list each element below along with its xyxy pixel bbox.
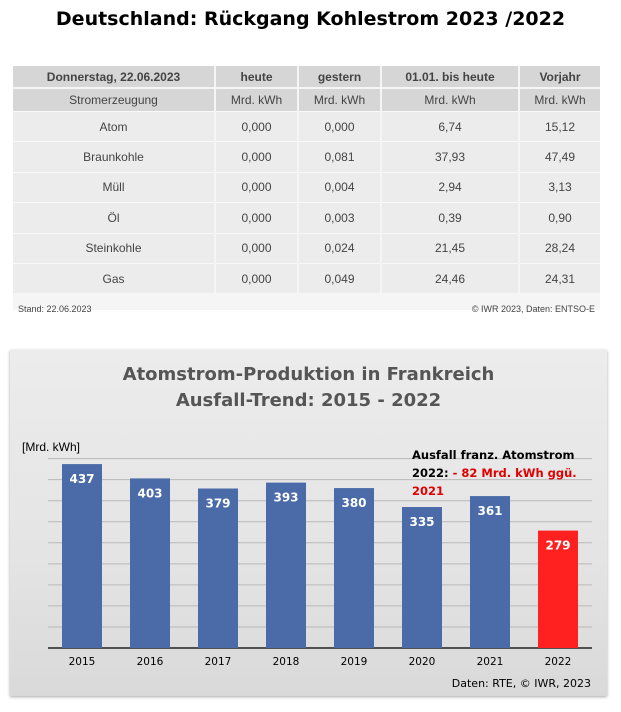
data-label: 393 [273, 491, 298, 505]
bar-2017 [198, 488, 238, 648]
table-row: Öl 0,000 0,003 0,39 0,90 [13, 202, 600, 234]
bar-2018 [266, 482, 306, 648]
x-tick-label: 2015 [69, 656, 96, 668]
table-subheader-row: Stromerzeugung Mrd. kWh Mrd. kWh Mrd. kW… [13, 87, 600, 112]
header-cell: Donnerstag, 22.06.2023 [13, 66, 216, 88]
page-title: Deutschland: Rückgang Kohlestrom 2023 /2… [55, 8, 566, 30]
subheader-cell: Mrd. kWh [215, 87, 299, 112]
x-tick-label: 2018 [273, 656, 300, 668]
table-cell: 0,081 [298, 141, 382, 173]
data-label: 279 [545, 539, 570, 553]
chart-source: Daten: RTE, © IWR, 2023 [451, 677, 591, 690]
table-cell: Gas [13, 262, 216, 294]
bar-chart: 437 2015 403 2016 379 2017 393 2018 380 2019 335 20… [48, 458, 592, 668]
annotation-line-1: Ausfall franz. Atomstrom [412, 448, 575, 462]
bar-2022 [538, 530, 578, 648]
bar-2015 [62, 464, 102, 648]
annotation-highlight: - 82 Mrd. kWh ggü. 2021 [412, 466, 577, 498]
table-cell: 3,13 [519, 171, 600, 203]
table-footer-date: Stand: 22.06.2023 [18, 304, 92, 314]
header-cell: Vorjahr [519, 66, 600, 88]
x-tick-label: 2021 [477, 656, 504, 668]
table-cell: 21,45 [381, 232, 520, 264]
table-cell: 0,000 [215, 262, 299, 294]
subheader-cell: Mrd. kWh [381, 87, 520, 112]
table-cell: 0,000 [215, 141, 299, 173]
bar-2021 [470, 496, 510, 648]
subheader-cell: Mrd. kWh [298, 87, 382, 112]
table-cell: 0,004 [298, 171, 382, 203]
table-cell: 0,000 [215, 171, 299, 203]
bar-2019 [334, 488, 374, 648]
table-cell: 0,024 [298, 232, 382, 264]
table-cell: Braunkohle [13, 141, 216, 173]
x-tick-label: 2017 [205, 656, 232, 668]
data-label: 380 [341, 496, 366, 510]
table-cell: 15,12 [519, 110, 600, 142]
table-row: Gas 0,000 0,049 24,46 24,31 [13, 262, 600, 294]
energy-table-panel: Donnerstag, 22.06.2023 heute gestern 01.… [13, 66, 600, 314]
table-footer-source: © IWR 2023, Daten: ENTSO-E [471, 304, 595, 314]
header-cell: heute [215, 66, 299, 88]
data-label: 335 [409, 515, 434, 529]
table-cell: 0,000 [298, 110, 382, 142]
chart-title-line-2: Ausfall-Trend: 2015 - 2022 [175, 390, 442, 411]
subheader-cell: Stromerzeugung [13, 87, 216, 112]
table-cell: 2,94 [381, 171, 520, 203]
energy-table: Donnerstag, 22.06.2023 heute gestern 01.… [13, 66, 600, 294]
table-cell: 28,24 [519, 232, 600, 264]
bar-2020 [402, 507, 442, 648]
data-label: 379 [205, 497, 230, 511]
header-cell: 01.01. bis heute [381, 66, 520, 88]
table-cell: 47,49 [519, 141, 600, 173]
chart-annotation: Ausfall franz. Atomstrom 2022: - 82 Mrd.… [412, 446, 607, 500]
header-cell: gestern [298, 66, 382, 88]
annotation-line-2: 2022: - 82 Mrd. kWh ggü. 2021 [412, 464, 607, 500]
table-cell: Müll [13, 171, 216, 203]
table-cell: 24,46 [381, 262, 520, 294]
x-tick-label: 2019 [341, 656, 368, 668]
table-row: Steinkohle 0,000 0,024 21,45 28,24 [13, 232, 600, 264]
y-axis-unit-label: [Mrd. kWh] [22, 440, 81, 454]
table-cell: 0,90 [519, 202, 600, 234]
table-cell: 6,74 [381, 110, 520, 142]
annotation-prefix: 2022: [412, 466, 453, 480]
table-cell: 0,003 [298, 202, 382, 234]
table-cell: Steinkohle [13, 232, 216, 264]
data-label: 361 [477, 504, 502, 518]
chart-title-line-1: Atomstrom-Produktion in Frankreich [122, 364, 495, 385]
table-cell: 0,000 [215, 202, 299, 234]
x-tick-label: 2016 [137, 656, 164, 668]
x-tick-label: 2020 [409, 656, 436, 668]
table-cell: 37,93 [381, 141, 520, 173]
bar-2016 [130, 478, 170, 648]
table-row: Braunkohle 0,000 0,081 37,93 47,49 [13, 141, 600, 173]
table-cell: Öl [13, 202, 216, 234]
table-cell: 0,049 [298, 262, 382, 294]
table-cell: 24,31 [519, 262, 600, 294]
table-cell: 0,39 [381, 202, 520, 234]
subheader-cell: Mrd. kWh [519, 87, 600, 112]
table-header-row: Donnerstag, 22.06.2023 heute gestern 01.… [13, 66, 600, 88]
table-row: Müll 0,000 0,004 2,94 3,13 [13, 171, 600, 203]
chart-panel: 437 2015 403 2016 379 2017 393 2018 380 2019 335 20… [10, 350, 607, 696]
table-cell: Atom [13, 110, 216, 142]
x-tick-label: 2022 [545, 656, 572, 668]
data-label: 403 [137, 486, 162, 500]
table-cell: 0,000 [215, 232, 299, 264]
chart-title: Atomstrom-Produktion in Frankreich Ausfa… [10, 362, 607, 414]
data-label: 437 [69, 472, 94, 486]
table-cell: 0,000 [215, 110, 299, 142]
table-row: Atom 0,000 0,000 6,74 15,12 [13, 110, 600, 142]
